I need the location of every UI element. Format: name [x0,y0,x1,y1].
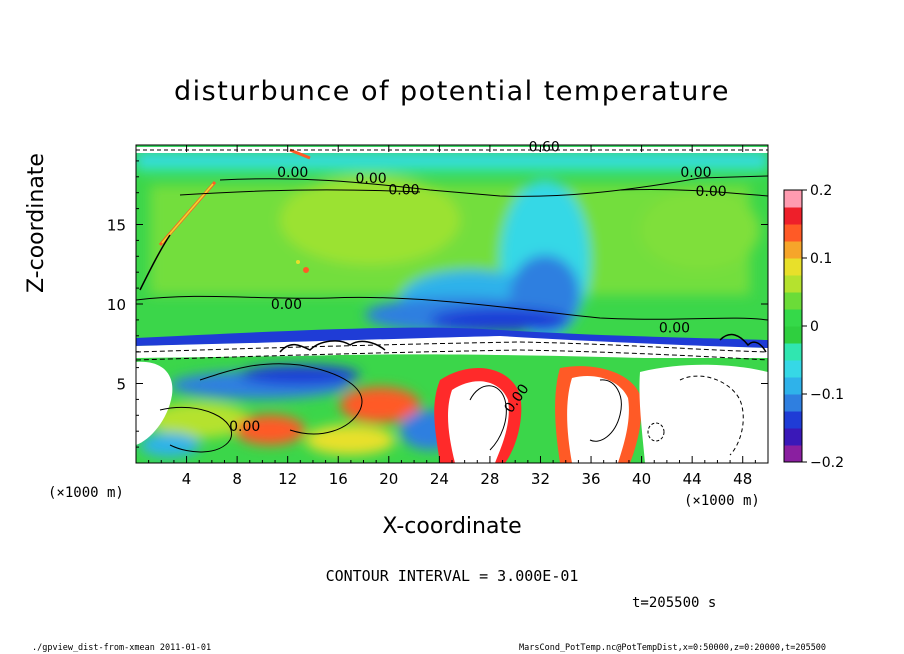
x-tick-label: 20 [379,470,398,488]
colorbar: 0.2 0.1 0 −0.1 −0.2 [783,183,844,471]
colorbar-swatch [784,394,802,412]
x-tick-label: 48 [733,470,752,488]
colorbar-swatch [784,377,802,395]
y-tick-label: 5 [116,376,126,394]
x-tick-label: 44 [683,470,702,488]
contour-lines [136,149,768,456]
colorbar-swatch [784,428,802,446]
colorbar-swatch [784,343,802,361]
colorbar-swatch [784,275,802,293]
y-tick-label: 15 [107,217,126,235]
x-tick-label: 24 [430,470,449,488]
x-tick-label: 32 [531,470,550,488]
x-axis-label: X-coordinate [382,514,522,539]
y-unit-label: (×1000 m) [684,493,760,509]
footer-left: ./gpview_dist-from-xmean 2011-01-01 [32,643,212,653]
contour-label: 0.00 [356,171,387,187]
contour-label: 0.00 [680,165,711,181]
contour-labels: 0.600.00 0.000.000.000.000.000.000.000.00 [229,139,727,435]
x-tick-label: 28 [480,470,499,488]
colorbar-swatch [784,190,802,208]
y-axis-label: Z-coordinate [24,153,50,293]
contour-label: 0.00 [388,182,419,198]
colorbar-swatch [784,411,802,429]
contour-label: 0.00 [271,297,302,313]
contour-label: 0.60 [529,139,560,155]
colorbar-swatch [784,224,802,242]
time-label: t=205500 s [632,595,717,611]
x-tick-label: 12 [278,470,297,488]
colorbar-tick-label: 0.2 [810,183,832,199]
colorbar-swatch [784,207,802,225]
colorbar-swatch [784,292,802,310]
colorbar-swatch [784,360,802,378]
y-tick-label: 10 [107,296,126,314]
colorbar-tick-label: −0.1 [810,387,844,403]
colorbar-tick-label: −0.2 [810,455,844,471]
colorbar-swatch [784,241,802,259]
contour-label: 0.00 [277,165,308,181]
x-tick-label: 40 [632,470,651,488]
colorbar-tick-label: 0.1 [810,251,832,267]
colorbar-tick-label: 0 [810,319,819,335]
contour-label: 0.00 [229,419,260,435]
x-tick-label: 16 [329,470,348,488]
chart-title: disturbunce of potential temperature [174,76,730,107]
x-unit-label: (×1000 m) [48,485,124,501]
contour-label: 0.00 [696,184,727,200]
contour-label: 0.00 [659,321,690,337]
colorbar-swatch [784,326,802,344]
footer-right: MarsCond_PotTemp.nc@PotTempDist,x=0:5000… [519,643,827,653]
x-tick-label: 4 [182,470,192,488]
colorbar-swatch [784,258,802,276]
contour-interval-text: CONTOUR INTERVAL = 3.000E-01 [325,567,579,585]
colorbar-swatch [784,309,802,327]
x-tick-label: 36 [581,470,600,488]
colorbar-swatch [784,445,802,463]
x-tick-label: 8 [232,470,242,488]
